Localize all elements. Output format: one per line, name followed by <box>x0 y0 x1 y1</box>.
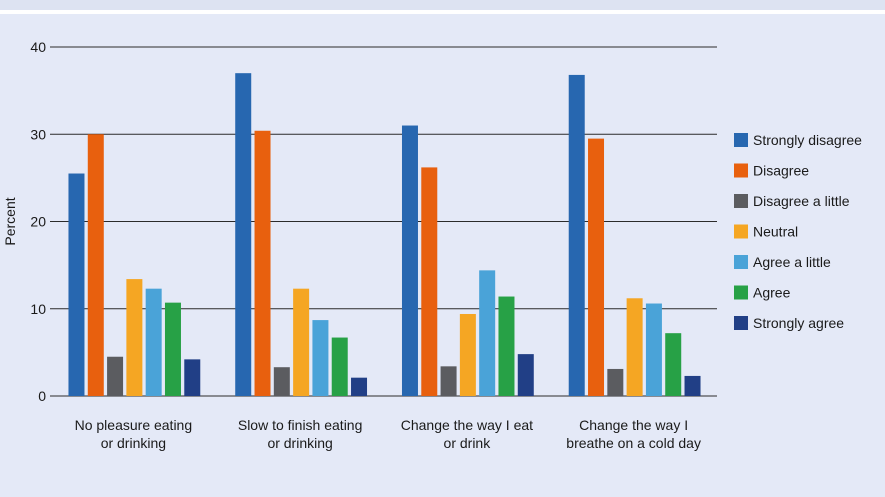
legend-swatch <box>734 224 748 239</box>
bar-agree-cat2 <box>331 337 348 396</box>
legend-label: Disagree a little <box>753 193 850 209</box>
bar-agree-cat1 <box>164 302 181 396</box>
category-label: Slow to finish eating <box>238 417 363 433</box>
bar-chart: 0 10 20 30 40 No pleasure eating or drinking S… <box>2 39 862 451</box>
bar-agree-a-little-cat1 <box>145 288 162 396</box>
category-label: Change the way I eat <box>401 417 533 433</box>
y-tick-label: 20 <box>30 214 46 230</box>
legend: Strongly disagree Disagree Disagree a litt… <box>734 132 862 331</box>
bar-strongly-agree-cat3 <box>517 354 534 396</box>
legend-swatch <box>734 194 748 208</box>
bar-agree-cat3 <box>498 296 515 396</box>
bar-strongly-disagree-cat2 <box>235 73 252 397</box>
bar-neutral-cat3 <box>459 313 476 396</box>
top-strip <box>0 0 885 10</box>
bar-disagree-a-little-cat2 <box>273 367 290 396</box>
bar-disagree-cat1 <box>87 134 104 396</box>
legend-label: Agree <box>753 285 791 301</box>
legend-label: Strongly disagree <box>753 132 862 148</box>
bar-disagree-a-little-cat4 <box>607 368 624 396</box>
y-tick-label: 0 <box>38 388 46 404</box>
y-tick-label: 10 <box>30 301 46 317</box>
legend-swatch <box>734 133 748 147</box>
bar-agree-cat4 <box>665 333 682 396</box>
bar-strongly-disagree-cat1 <box>68 173 85 396</box>
category-label: or drinking <box>267 435 332 451</box>
bar-disagree-cat3 <box>421 167 438 396</box>
bar-strongly-agree-cat4 <box>684 375 701 396</box>
x-axis-categories: No pleasure eating or drinking Slow to fin… <box>75 417 701 451</box>
category-label: or drink <box>444 435 492 451</box>
category-label: or drinking <box>101 435 166 451</box>
y-tick-label: 30 <box>30 126 46 142</box>
bar-agree-a-little-cat4 <box>645 303 662 396</box>
category-label: No pleasure eating <box>75 417 193 433</box>
legend-swatch <box>734 316 748 330</box>
category-label: breathe on a cold day <box>566 435 701 451</box>
bar-neutral-cat2 <box>293 288 310 396</box>
y-tick-label: 40 <box>30 39 46 55</box>
bar-neutral-cat1 <box>126 279 143 396</box>
y-axis: 0 10 20 30 40 <box>30 39 46 404</box>
bars <box>68 73 701 397</box>
bar-agree-a-little-cat2 <box>312 320 329 396</box>
category-label: Change the way I <box>579 417 688 433</box>
legend-label: Disagree <box>753 163 809 179</box>
bar-strongly-agree-cat2 <box>351 377 368 396</box>
legend-label: Neutral <box>753 224 798 240</box>
legend-swatch <box>734 255 748 269</box>
bar-strongly-disagree-cat4 <box>568 74 585 397</box>
legend-swatch <box>734 285 748 300</box>
legend-swatch <box>734 163 748 178</box>
bar-neutral-cat4 <box>626 298 643 396</box>
bar-disagree-cat4 <box>588 138 605 397</box>
bar-strongly-disagree-cat3 <box>401 125 418 397</box>
legend-label: Agree a little <box>753 254 831 270</box>
y-axis-label: Percent <box>2 197 18 245</box>
bar-disagree-a-little-cat1 <box>107 356 124 396</box>
chart-panel: 0 10 20 30 40 No pleasure eating or drinking S… <box>0 14 885 497</box>
bar-disagree-cat2 <box>254 130 271 396</box>
legend-label: Strongly agree <box>753 315 844 331</box>
bar-disagree-a-little-cat3 <box>440 366 457 396</box>
bar-strongly-agree-cat1 <box>184 359 201 396</box>
bar-agree-a-little-cat3 <box>479 270 496 396</box>
